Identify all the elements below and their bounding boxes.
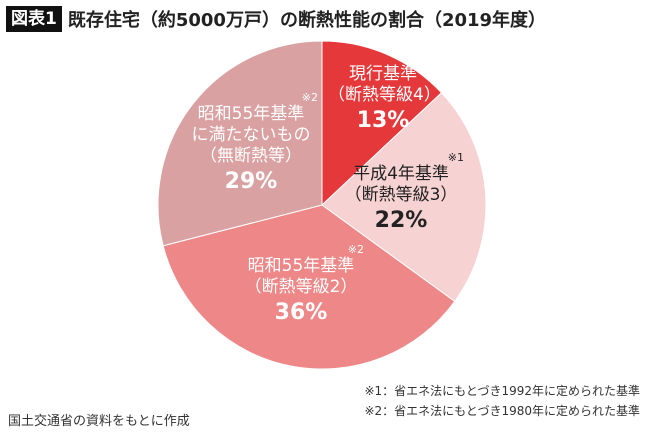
slice-note: ※2 xyxy=(301,91,318,104)
footnote-1: ※1：省エネ法にもとづき1992年に定められた基準 xyxy=(364,384,640,398)
slice-pct: 29% xyxy=(224,169,278,194)
chart-title: 既存住宅（約5000万戸）の断熱性能の割合（2019年度） xyxy=(67,10,547,31)
slice-name: 現行基準 xyxy=(349,64,417,84)
slice-sub: （断熱等級3） xyxy=(344,185,458,205)
figure-badge: 図表1 xyxy=(6,6,62,32)
footnote-2: ※2：省エネ法にもとづき1980年に定められた基準 xyxy=(364,404,640,418)
slice-pct: 36% xyxy=(274,300,328,325)
pie-slice-3 xyxy=(157,40,323,247)
slice-sub: （断熱等級4） xyxy=(328,85,441,105)
slice-name-line1: 昭和55年基準 xyxy=(197,104,305,124)
slice-pct: 22% xyxy=(374,208,428,233)
slice-label-3: ※2 昭和55年基準 に満たないもの （無断熱等） 29% xyxy=(184,91,319,197)
slice-sub: （無断熱等） xyxy=(200,146,302,166)
slice-name: 平成4年基準 xyxy=(353,164,449,184)
slice-name-line2: に満たないもの xyxy=(191,125,311,145)
slice-name: 昭和55年基準 xyxy=(247,256,355,276)
slice-note: ※2 xyxy=(347,243,364,256)
slice-note: ※1 xyxy=(447,151,464,164)
slice-label-0: 現行基準 （断熱等級4） 13% xyxy=(328,64,441,136)
slice-label-1: ※1 平成4年基準 （断熱等級3） 22% xyxy=(338,152,464,236)
pie-slice-1 xyxy=(321,92,487,303)
pie-slice-0 xyxy=(321,40,443,207)
title-bar: 図表1 既存住宅（約5000万戸）の断熱性能の割合（2019年度） xyxy=(6,6,546,32)
source-note: 国土交通省の資料をもとに作成 xyxy=(8,414,190,429)
slice-sub: （断熱等級2） xyxy=(244,277,358,297)
slice-label-2: ※2 昭和55年基準 （断熱等級2） 36% xyxy=(238,244,364,328)
slice-pct: 13% xyxy=(356,108,410,133)
pie-slice-2 xyxy=(162,204,456,370)
